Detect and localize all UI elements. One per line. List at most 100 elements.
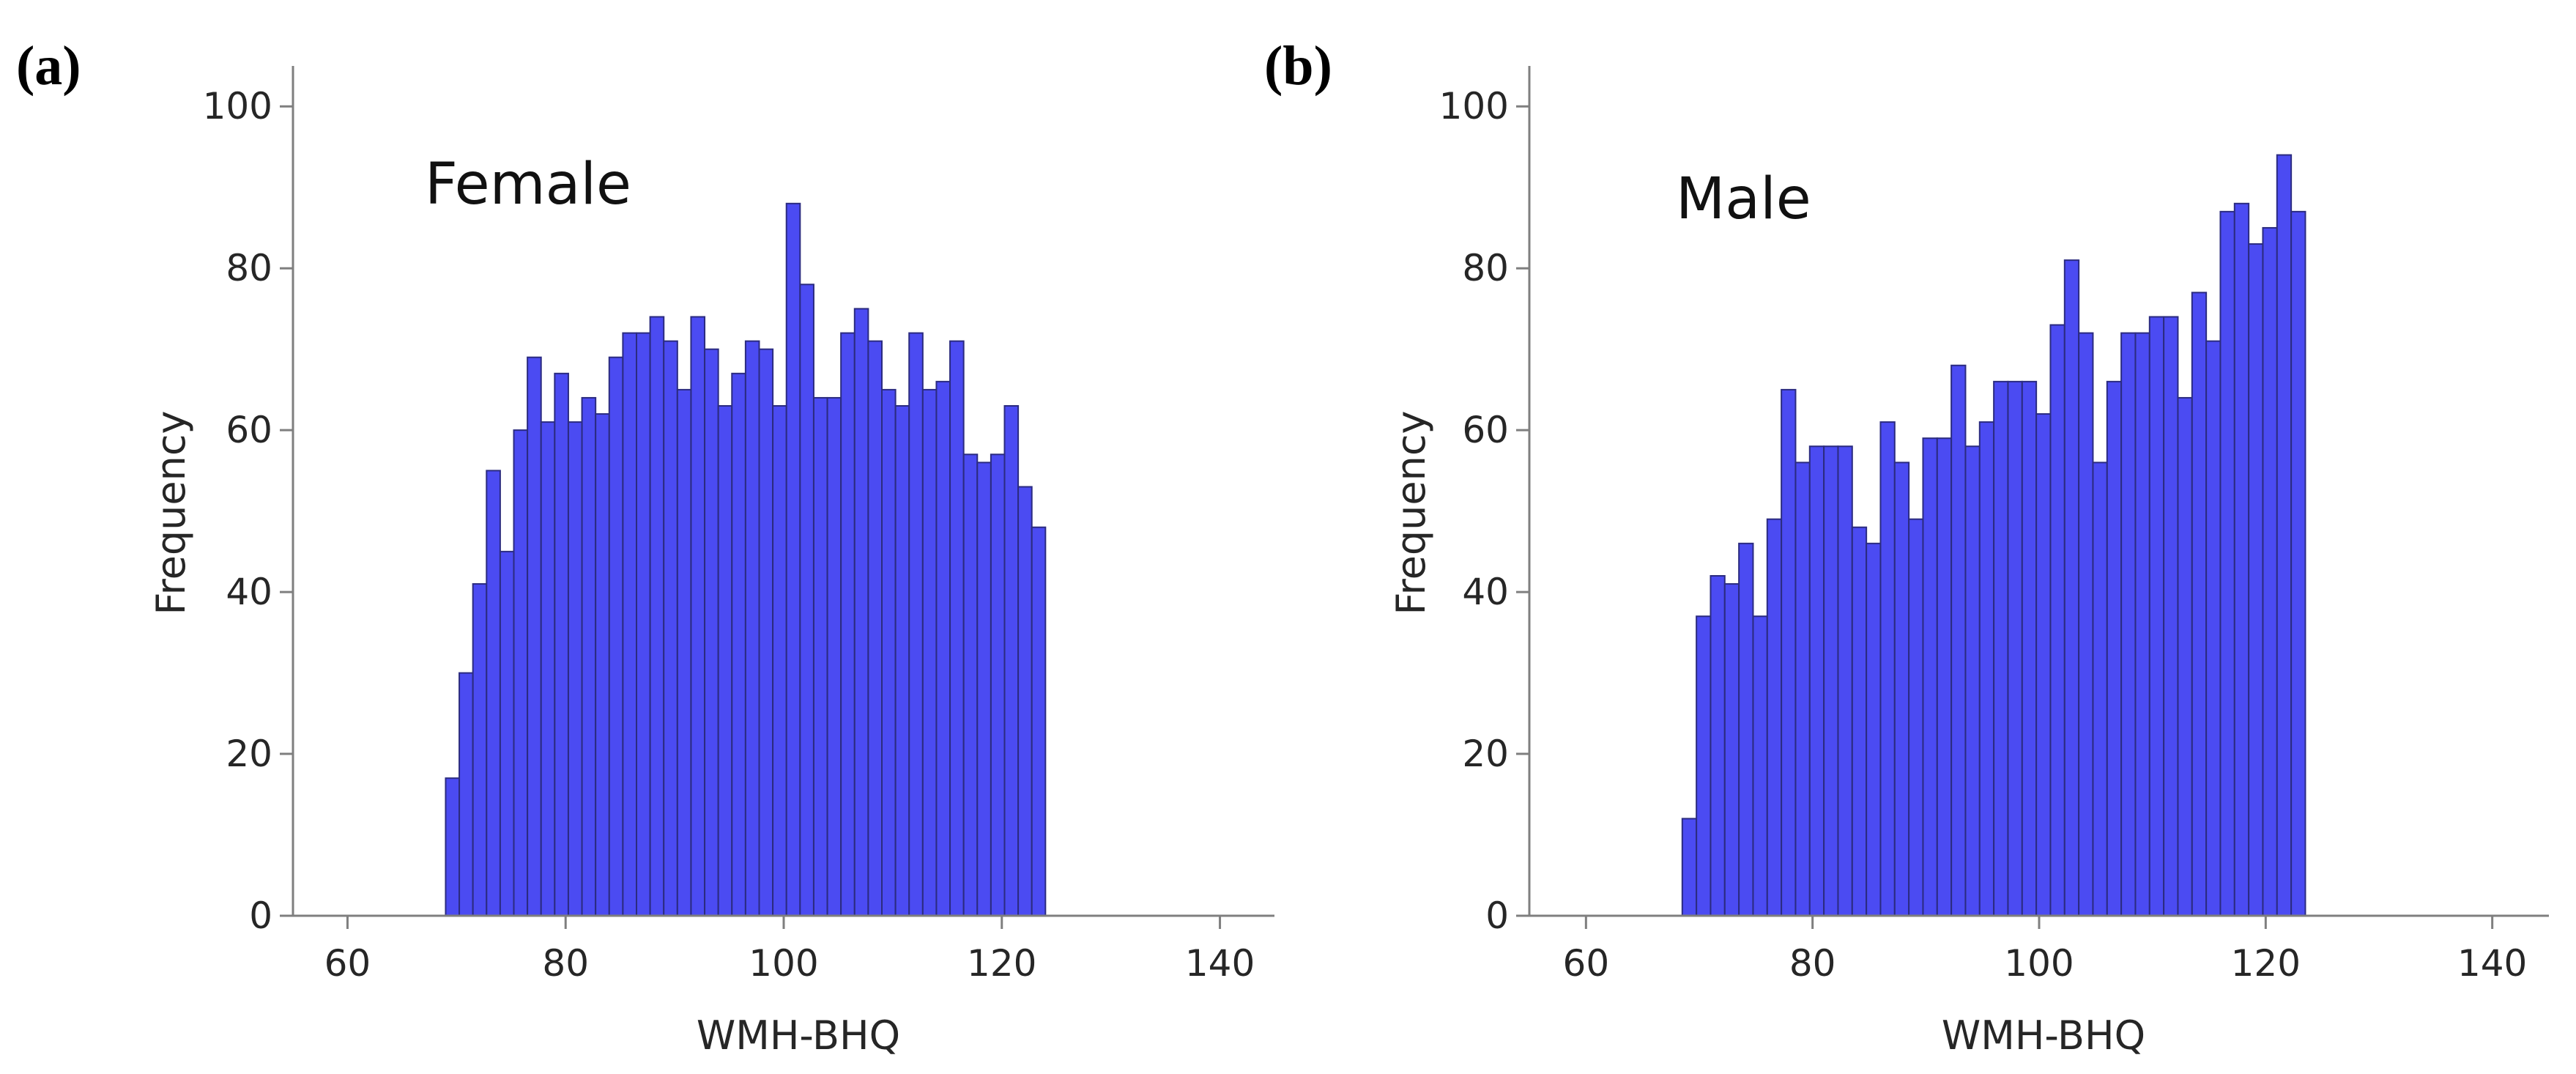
female-bar-6: [513, 429, 529, 916]
female-bar-18: [676, 388, 692, 916]
male-bar-30: [2092, 462, 2108, 916]
y-axis-title-male: Frequency: [1388, 411, 1434, 615]
female-bar-15: [636, 332, 651, 917]
male-bar-31: [2106, 380, 2123, 916]
female-bar-39: [962, 453, 979, 916]
female-histogram-panel: (a) Female 0 20 40 60 80 100 60 80 100 120 140 WMH…: [16, 35, 1274, 1059]
female-bar-2: [459, 672, 474, 916]
male-bar-32: [2120, 332, 2137, 917]
male-bar-43: [2276, 154, 2293, 916]
male-y-tick-label-20: 20: [1462, 733, 1509, 775]
male-bar-7: [1766, 518, 1783, 916]
male-bar-5: [1738, 542, 1754, 916]
female-bar-11: [581, 396, 597, 916]
male-bar-35: [2163, 316, 2179, 916]
female-bar-26: [785, 202, 801, 916]
female-bar-23: [744, 340, 760, 917]
female-bar-34: [894, 405, 910, 916]
male-bar-39: [2219, 210, 2235, 917]
male-bar-27: [2049, 324, 2065, 916]
male-bar-8: [1781, 388, 1797, 916]
female-bar-13: [608, 356, 624, 916]
male-x-tick-label-120: 120: [2231, 942, 2301, 985]
male-bar-19: [1936, 437, 1953, 916]
male-y-tick-label-80: 80: [1462, 247, 1509, 289]
female-bar-8: [540, 421, 556, 916]
female-bar-43: [1017, 486, 1033, 916]
female-x-tick-label-120: 120: [967, 942, 1036, 985]
male-bar-6: [1752, 615, 1768, 916]
male-bar-17: [1908, 518, 1924, 916]
female-y-tick-label-100: 100: [203, 85, 272, 127]
female-bar-5: [499, 550, 515, 916]
female-bar-35: [908, 332, 924, 917]
male-y-tick-label-0: 0: [1485, 895, 1509, 937]
female-bar-24: [758, 348, 774, 916]
male-bar-36: [2177, 396, 2193, 916]
female-x-tick-label-80: 80: [542, 942, 589, 985]
female-bar-12: [595, 413, 610, 916]
female-bar-40: [976, 462, 992, 916]
male-x-tick-label-140: 140: [2457, 942, 2527, 985]
female-y-tick-label-80: 80: [226, 247, 272, 289]
female-bar-37: [935, 380, 951, 916]
male-bar-18: [1922, 437, 1938, 916]
female-bar-10: [567, 421, 583, 916]
panel-label-b: (b): [1264, 35, 1332, 97]
x-axis-title-male: WMH-BHQ: [1942, 1012, 2145, 1059]
male-y-tick-label-100: 100: [1439, 85, 1509, 127]
female-bar-17: [663, 340, 678, 917]
male-bar-25: [2021, 380, 2038, 916]
female-bar-44: [1031, 526, 1047, 916]
male-bar-2: [1696, 615, 1712, 916]
male-axes: 0 20 40 60 80 100 60 80 100 120 140: [1439, 66, 2549, 985]
male-y-tick-label-60: 60: [1462, 409, 1509, 451]
female-bar-28: [812, 396, 828, 916]
female-bar-1: [445, 777, 461, 916]
male-bar-16: [1893, 462, 1910, 916]
male-bar-20: [1950, 364, 1967, 916]
male-bar-3: [1710, 575, 1726, 916]
male-bar-21: [1964, 445, 1981, 916]
male-bar-34: [2148, 316, 2165, 916]
male-y-tick-label-40: 40: [1462, 571, 1509, 613]
female-bar-31: [853, 308, 869, 916]
male-bar-24: [2007, 380, 2023, 916]
female-y-tick-label-20: 20: [226, 733, 272, 775]
male-bar-29: [2078, 332, 2094, 917]
female-bar-4: [486, 470, 501, 916]
female-bar-14: [622, 332, 638, 917]
female-bar-29: [826, 396, 842, 916]
female-bar-19: [690, 316, 706, 916]
female-bar-38: [949, 340, 965, 917]
male-bar-13: [1851, 526, 1868, 916]
male-bar-12: [1837, 445, 1853, 916]
female-bar-3: [472, 583, 488, 916]
male-bar-14: [1866, 542, 1882, 916]
female-bar-21: [717, 405, 733, 916]
male-bar-9: [1794, 462, 1811, 916]
female-x-tick-label-60: 60: [324, 942, 371, 985]
female-y-tick-label-60: 60: [226, 409, 272, 451]
male-x-tick-label-80: 80: [1789, 942, 1836, 985]
male-x-tick-label-100: 100: [2004, 942, 2074, 985]
female-bar-20: [704, 348, 719, 916]
female-axes: 0 20 40 60 80 100 60 80 100 120 140: [203, 66, 1274, 985]
female-bar-7: [527, 356, 542, 916]
male-histogram-panel: (b) Male 0 20 40 60 80 100 60 80 100 120 140 WMH-B…: [1264, 35, 2549, 1059]
male-bar-10: [1808, 445, 1825, 916]
male-bar-26: [2035, 413, 2052, 916]
female-bar-33: [881, 388, 897, 916]
female-x-tick-label-140: 140: [1185, 942, 1255, 985]
male-bars: [1681, 154, 2306, 917]
male-bar-38: [2205, 340, 2221, 917]
male-bar-4: [1723, 583, 1740, 916]
group-label-female: Female: [425, 152, 631, 218]
male-bar-15: [1879, 421, 1896, 916]
female-bar-27: [799, 284, 814, 916]
male-bar-33: [2134, 332, 2150, 917]
male-bar-1: [1681, 818, 1698, 917]
female-bars: [445, 202, 1047, 917]
female-x-tick-label-100: 100: [749, 942, 818, 985]
